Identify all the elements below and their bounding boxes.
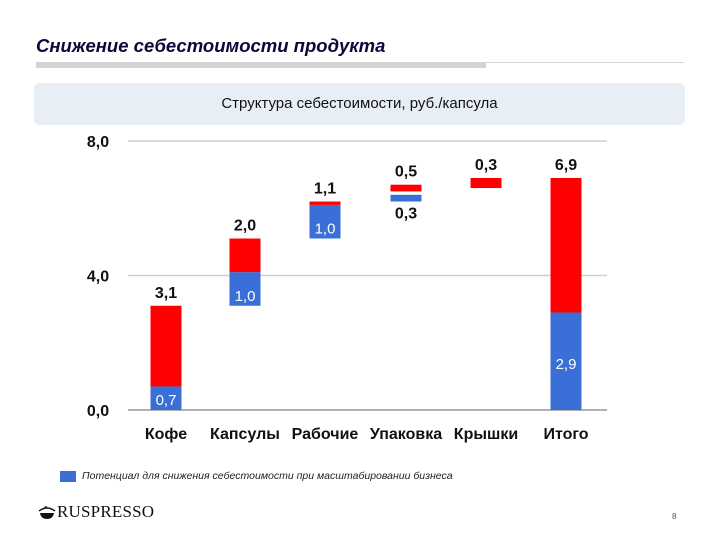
page-number: 8 xyxy=(672,512,677,521)
title-underline xyxy=(36,62,486,68)
bar-top-label: 2,0 xyxy=(234,218,256,235)
coffee-cup-logo-icon xyxy=(38,506,56,519)
x-category-label: Упаковка xyxy=(370,426,442,443)
x-category-label: Крышки xyxy=(454,426,518,443)
bar-top-label: 3,1 xyxy=(155,285,177,302)
segment-label: 0,3 xyxy=(395,206,417,223)
legend-swatch-blue xyxy=(60,471,76,482)
bar-segment-blue xyxy=(229,272,261,306)
x-category-label: Итого xyxy=(543,426,588,443)
segment-label: 1,0 xyxy=(235,288,256,305)
bar-top-label: 0,3 xyxy=(475,157,497,174)
bar-segment-blue xyxy=(309,204,341,239)
bar-segment-blue xyxy=(550,312,582,410)
legend-label: Потенциал для снижения себестоимости при… xyxy=(82,470,453,482)
bar-segment-blue xyxy=(150,386,182,410)
bar-top-label: 6,9 xyxy=(555,157,577,174)
x-category-label: Капсулы xyxy=(210,426,280,443)
bar-segment-red xyxy=(550,177,582,313)
x-category-label: Кофе xyxy=(145,426,187,443)
segment-label: 1,0 xyxy=(315,221,336,238)
bar-segment-red xyxy=(470,177,502,189)
segment-label: 0,7 xyxy=(156,392,177,409)
waterfall-chart: 0,0 4,0 8,0 0,7 3,1 Кофе 1,0 2,0 Капсулы 1,0 1,1 Ра… xyxy=(87,134,607,443)
bar-segment-red xyxy=(390,184,422,192)
title-underline-thin xyxy=(486,62,684,63)
y-tick-label: 4,0 xyxy=(87,269,109,286)
bar-top-label: 0,5 xyxy=(395,164,417,181)
bar-segment-red xyxy=(150,305,182,387)
page-title: Снижение себестоимости продукта xyxy=(36,35,386,56)
chart-subtitle: Структура себестоимости, руб./капсула xyxy=(221,95,498,112)
y-tick-label: 0,0 xyxy=(87,403,109,420)
bar-segment-blue xyxy=(390,194,422,202)
bar-segment-red xyxy=(229,238,261,273)
x-category-label: Рабочие xyxy=(292,426,359,443)
segment-label: 2,9 xyxy=(556,356,577,373)
chart-subtitle-band: Структура себестоимости, руб./капсула xyxy=(34,83,685,125)
bar-segment-red xyxy=(309,201,341,205)
y-tick-label: 8,0 xyxy=(87,134,109,151)
logo-text: RUSPRESSO xyxy=(57,502,155,521)
bar-top-label: 1,1 xyxy=(314,181,336,198)
